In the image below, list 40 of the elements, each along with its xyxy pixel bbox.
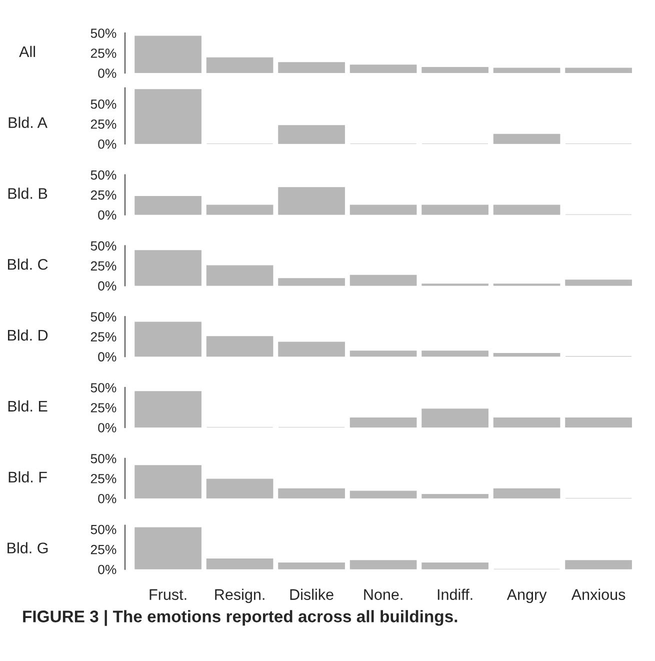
text: Bld. C bbox=[8, 258, 48, 270]
x-tick-label: Frust. bbox=[150, 589, 186, 600]
text: Bld. D bbox=[8, 329, 48, 341]
y-tick-label: 0% bbox=[98, 210, 116, 220]
y-tick-label: 25% bbox=[90, 190, 116, 200]
y-tick-label: 25% bbox=[90, 474, 116, 484]
y-tick-label: 0% bbox=[98, 423, 116, 432]
y-tick-label: 25% bbox=[90, 544, 116, 554]
y-tick-label: 0% bbox=[98, 494, 116, 504]
y-tick-label: 50% bbox=[90, 170, 116, 180]
x-tick-label: Dislike bbox=[290, 588, 334, 600]
x-tick-label: Angry bbox=[506, 589, 547, 603]
y-tick-label: 25% bbox=[90, 48, 116, 58]
y-tick-label: 50% bbox=[90, 454, 116, 464]
text: All bbox=[19, 46, 35, 57]
y-tick-label: 50% bbox=[90, 28, 116, 38]
text: Bld. B bbox=[8, 188, 48, 199]
x-tick-label: Anxious bbox=[571, 588, 626, 600]
x-tick-label: Resign. bbox=[215, 588, 264, 603]
text: Bld. E bbox=[8, 400, 48, 412]
y-tick-label: 50% bbox=[90, 99, 116, 109]
y-tick-label: 25% bbox=[90, 261, 116, 271]
y-tick-label: 0% bbox=[98, 68, 116, 78]
y-tick-label: 25% bbox=[90, 403, 116, 412]
y-tick-label: 0% bbox=[98, 139, 116, 149]
y-tick-label: 50% bbox=[90, 383, 116, 392]
y-tick-label: 50% bbox=[90, 312, 116, 322]
y-tick-label: 25% bbox=[90, 332, 116, 342]
y-tick-label: 0% bbox=[98, 352, 116, 362]
y-tick-label: 50% bbox=[90, 524, 116, 534]
caption: FIGURE 3 | The emotions reported across all buildings. bbox=[23, 610, 458, 626]
y-tick-label: 0% bbox=[98, 281, 116, 291]
text: Bld. F bbox=[8, 471, 47, 482]
y-tick-label: 0% bbox=[98, 564, 116, 574]
x-tick-label: None. bbox=[364, 589, 402, 600]
y-tick-label: 25% bbox=[90, 119, 116, 129]
x-tick-label: Indiff. bbox=[438, 588, 472, 600]
text: Bld. A bbox=[8, 116, 48, 128]
y-tick-label: 50% bbox=[90, 241, 116, 251]
text: Bld. G bbox=[8, 542, 48, 554]
